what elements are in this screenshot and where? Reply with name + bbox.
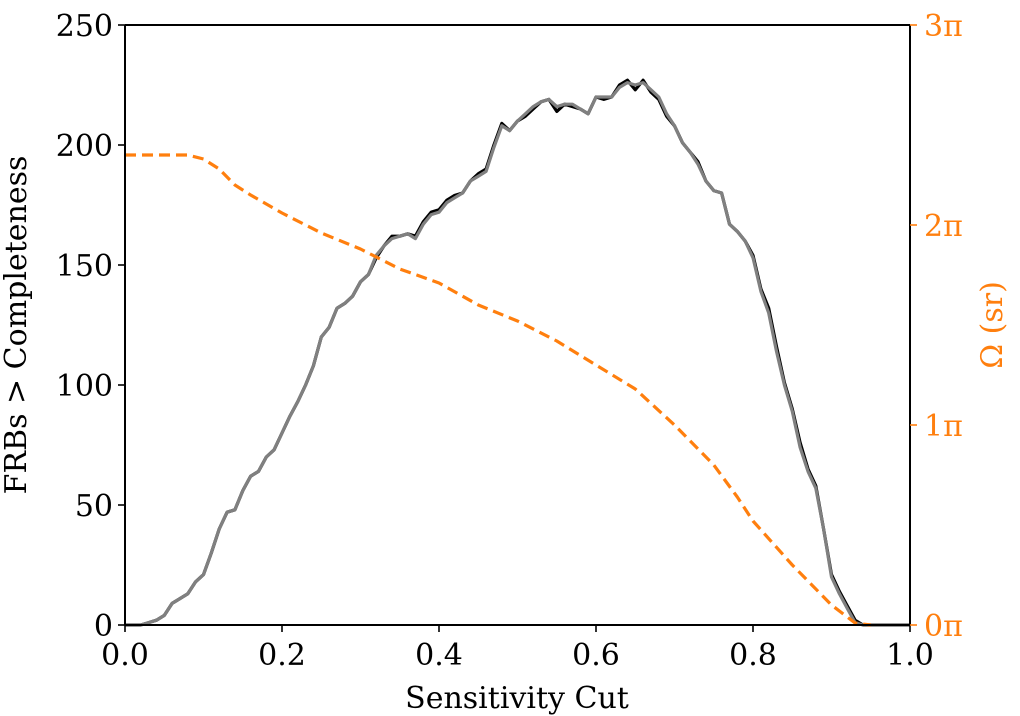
y-tick-label: 100 [56, 369, 113, 404]
y-tick-label: 150 [56, 249, 113, 284]
y2-tick-label: 0π [924, 609, 963, 644]
y2-tick-label: 1π [924, 409, 963, 444]
y-axis-label: FRBs > Completeness [0, 156, 34, 495]
y-tick-label: 250 [56, 9, 113, 44]
y2-tick-label: 2π [924, 209, 963, 244]
y2-axis-label: Ω (sr) [975, 281, 1010, 369]
y-tick-label: 200 [56, 129, 113, 164]
frb-gray-line [125, 80, 910, 627]
x-axis-label: Sensitivity Cut [405, 681, 629, 716]
x-tick-label: 0.2 [258, 638, 306, 673]
x-tick-label: 0.4 [415, 638, 463, 673]
omega-dashed-line [125, 153, 872, 627]
y-tick-label: 50 [75, 489, 113, 524]
x-tick-label: 0.8 [729, 638, 777, 673]
x-tick-label: 0.6 [572, 638, 620, 673]
plot-area [125, 78, 910, 627]
x-tick-label: 1.0 [886, 638, 934, 673]
ticks: 0.0 0.2 0.4 0.6 0.8 1.0 0 50 100 150 200 250 0π 1π 2π 3… [56, 9, 963, 673]
y-tick-label: 0 [94, 609, 113, 644]
frb-black-line [125, 78, 910, 627]
y2-tick-label: 3π [924, 9, 963, 44]
x-tick-label: 0.0 [101, 638, 149, 673]
axes [124, 24, 911, 626]
